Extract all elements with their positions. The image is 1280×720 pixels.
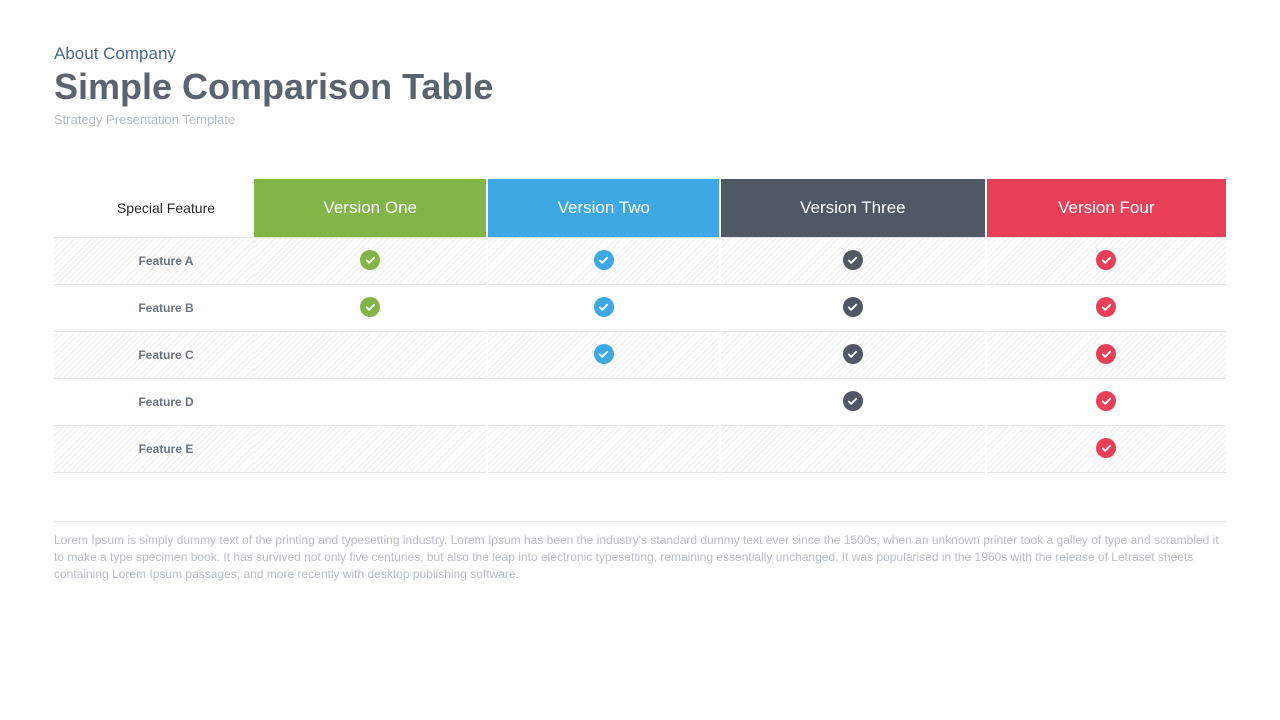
value-cell [720,378,985,425]
check-icon [360,250,380,270]
value-cell [986,237,1226,284]
value-cell [487,237,720,284]
value-cell [254,425,487,472]
value-cell [986,425,1226,472]
check-icon [843,391,863,411]
value-cell [720,425,985,472]
column-header-1: Version One [254,179,487,237]
table-header-row: Special Feature Version OneVersion TwoVe… [54,179,1226,237]
value-cell [254,331,487,378]
comparison-table: Special Feature Version OneVersion TwoVe… [54,179,1226,473]
table-row: Feature E [54,425,1226,472]
table-row: Feature D [54,378,1226,425]
check-icon [1096,250,1116,270]
page-title: Simple Comparison Table [54,66,1226,108]
value-cell [986,378,1226,425]
value-cell [487,284,720,331]
pretitle: About Company [54,44,1226,64]
check-icon [843,297,863,317]
column-header-3: Version Three [720,179,985,237]
footer-text: Lorem Ipsum is simply dummy text of the … [54,532,1226,584]
value-cell [254,284,487,331]
footer-divider [54,521,1226,522]
check-icon [594,344,614,364]
check-icon [1096,438,1116,458]
value-cell [487,331,720,378]
feature-label: Feature C [54,331,254,378]
feature-label: Feature A [54,237,254,284]
subtitle: Strategy Presentation Template [54,112,1226,127]
value-cell [720,331,985,378]
value-cell [986,284,1226,331]
feature-label: Feature E [54,425,254,472]
value-cell [720,237,985,284]
check-icon [843,250,863,270]
check-icon [360,297,380,317]
value-cell [254,237,487,284]
check-icon [1096,391,1116,411]
column-header-4: Version Four [986,179,1226,237]
feature-label: Feature D [54,378,254,425]
check-icon [594,250,614,270]
table-row: Feature B [54,284,1226,331]
value-cell [254,378,487,425]
feature-label: Feature B [54,284,254,331]
table-row: Feature C [54,331,1226,378]
table-body: Feature AFeature BFeature CFeature DFeat… [54,237,1226,472]
check-icon [843,344,863,364]
corner-label: Special Feature [54,179,254,237]
check-icon [594,297,614,317]
value-cell [487,425,720,472]
check-icon [1096,344,1116,364]
value-cell [720,284,985,331]
value-cell [986,331,1226,378]
check-icon [1096,297,1116,317]
table-row: Feature A [54,237,1226,284]
value-cell [487,378,720,425]
column-header-2: Version Two [487,179,720,237]
